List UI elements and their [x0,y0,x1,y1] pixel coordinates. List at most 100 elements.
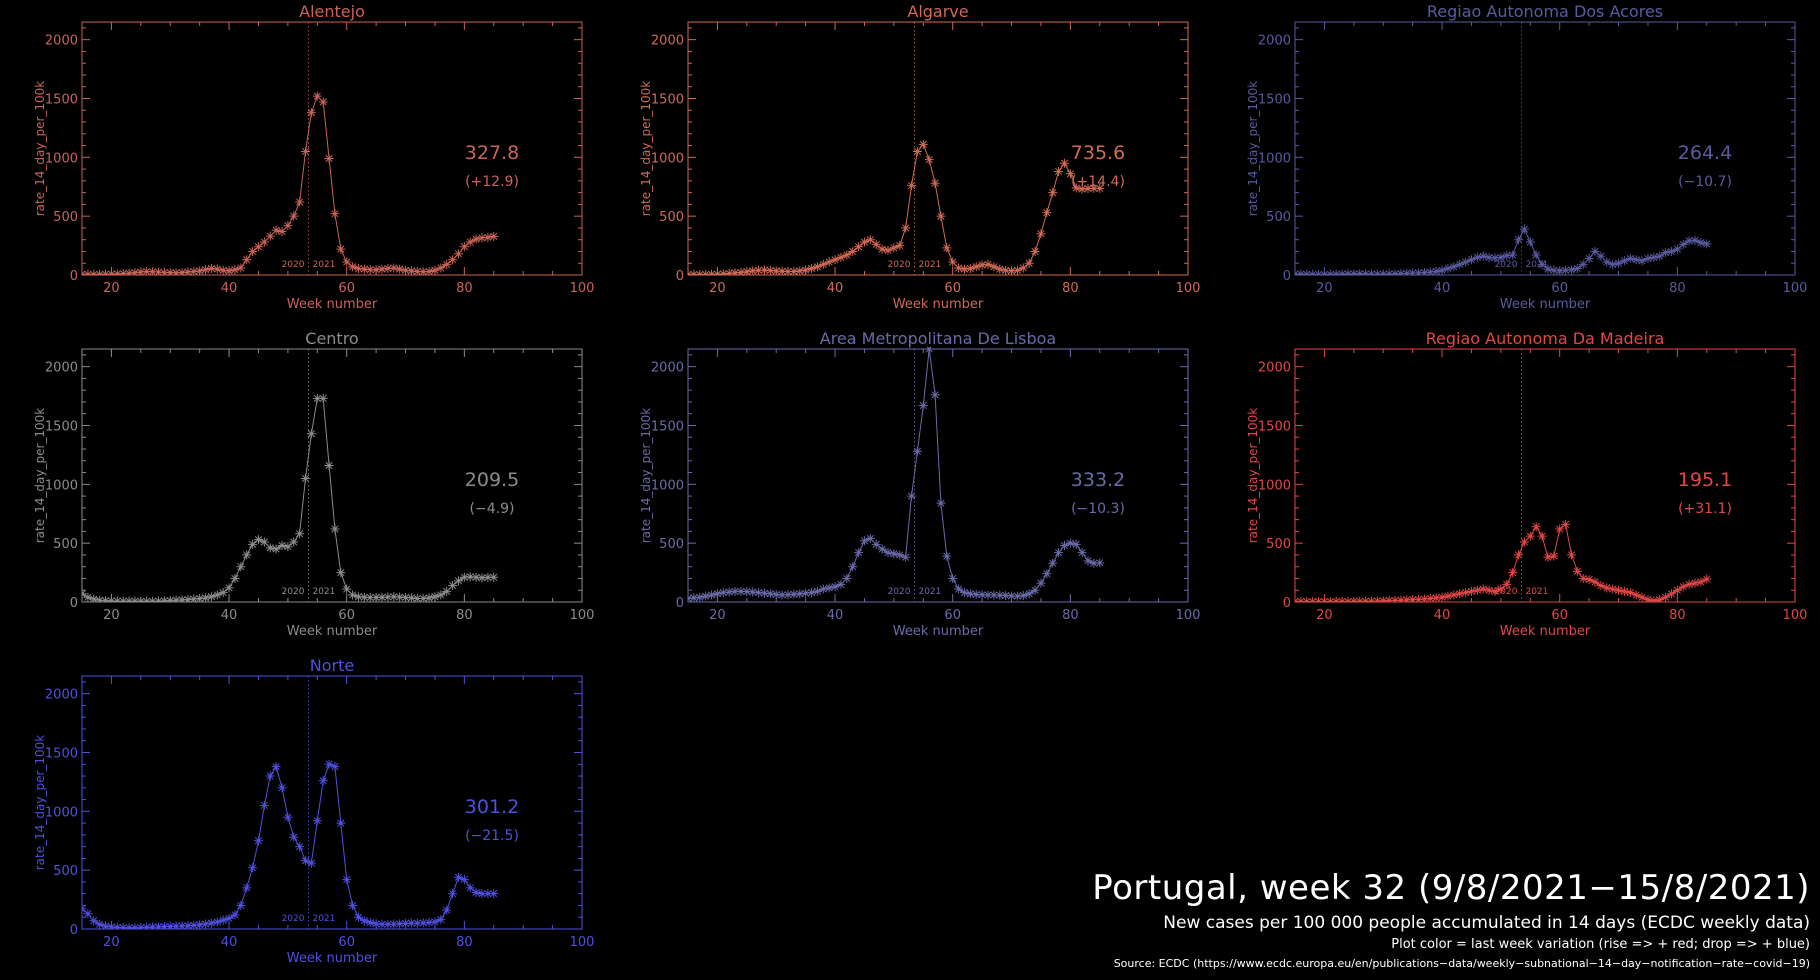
data-point [1484,252,1494,262]
data-point [324,154,334,164]
data-point [1584,254,1594,264]
data-point [283,221,293,231]
year-label-2020: 2020 [282,260,305,270]
data-point [1059,541,1069,551]
latest-value-label: 209.5 [465,469,519,491]
data-point [301,473,311,483]
data-point [701,269,711,275]
data-point [1578,573,1588,583]
data-point [1012,265,1022,275]
data-point [695,592,705,602]
data-point [318,776,328,786]
data-point [965,589,975,599]
x-tick-label: 100 [1783,608,1808,623]
data-point [348,900,358,910]
data-point [395,264,405,274]
data-point [730,586,740,596]
data-point [118,269,128,275]
data-point [1619,256,1629,266]
data-point [1684,236,1694,246]
data-point [436,263,446,273]
data-point [95,595,105,602]
data-point [283,812,293,822]
data-point [271,544,281,554]
data-point [359,592,369,602]
data-point [395,919,405,929]
data-point [1690,235,1700,245]
data-point [1314,269,1324,275]
data-point [189,266,199,275]
data-point [712,269,722,275]
data-point [707,269,717,275]
data-point [777,590,787,600]
data-point [1325,597,1335,602]
data-point [159,267,169,275]
weekly-change-label: (−21.5) [465,828,519,844]
x-tick-label: 20 [103,608,120,623]
data-point [1702,239,1712,249]
data-point [189,594,199,602]
y-tick-label: 0 [70,596,78,611]
data-point [977,590,987,600]
year-label-2021: 2021 [1525,260,1548,270]
x-tick-label: 20 [103,281,120,296]
data-point [1083,184,1093,194]
data-point [771,266,781,275]
series-group [82,91,499,275]
data-point [1543,264,1553,274]
y-tick-label: 1500 [45,419,78,434]
data-point [189,920,199,929]
data-point [1490,586,1500,596]
data-point [712,589,722,599]
data-point [1331,596,1341,602]
data-point [377,592,387,602]
x-tick-label: 100 [570,281,595,296]
data-point [277,226,287,236]
data-point [401,918,411,928]
y-tick-label: 2000 [45,34,78,49]
data-point [883,548,893,558]
chart-title: Alentejo [299,2,365,21]
data-point [1431,266,1441,275]
data-point [489,231,499,241]
data-point [436,915,446,925]
data-point [142,266,152,275]
data-point [230,910,240,920]
data-point [330,209,340,219]
data-point [724,587,734,597]
data-point [165,596,175,602]
data-point [795,589,805,599]
data-point [930,390,940,400]
data-point [1666,589,1676,599]
data-point [1007,591,1017,601]
data-point [865,533,875,543]
y-tick-label: 2000 [45,688,78,703]
data-point [265,543,275,553]
data-point [1349,596,1359,602]
data-point [448,255,458,265]
data-point [471,888,481,898]
weekly-change-label: (−10.7) [1678,174,1732,190]
data-point [177,595,187,602]
data-point [1614,258,1624,268]
data-point [82,904,87,914]
data-point [136,267,146,275]
y-axis-label: rate_14_day_per_100k [639,408,653,544]
x-tick-label: 60 [944,608,961,623]
data-point [177,268,187,275]
x-tick-label: 40 [1434,608,1451,623]
data-point [242,255,252,265]
footer-note: Plot color = last week variation (rise =… [1391,937,1810,952]
y-tick-label: 1000 [651,151,684,166]
data-point [106,269,116,275]
data-point [365,918,375,928]
plot-frame [1294,348,1796,603]
data-point [195,593,205,602]
data-point [383,592,393,602]
data-point [142,596,152,602]
data-point [218,265,228,275]
data-point [277,783,287,793]
data-point [1449,262,1459,272]
x-tick-label: 80 [456,935,473,950]
